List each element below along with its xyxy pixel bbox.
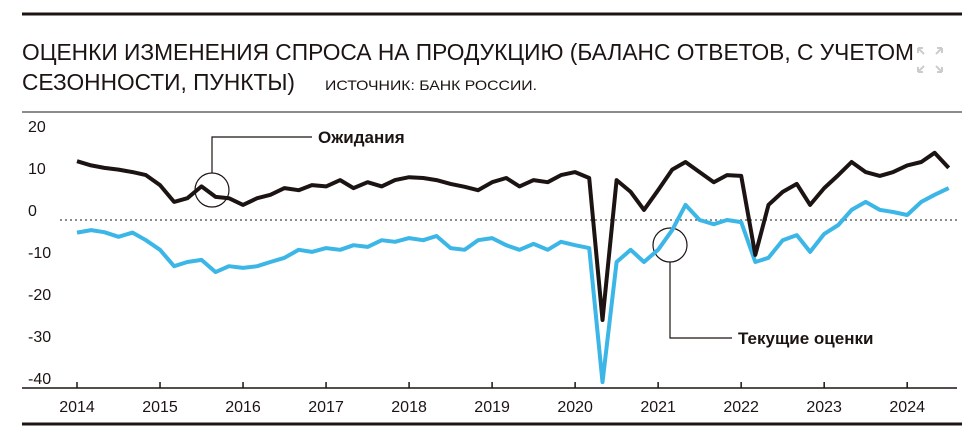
x-tick-label: 2016: [225, 399, 261, 416]
y-tick-label: 0: [28, 203, 37, 220]
annotation: [194, 136, 732, 339]
y-tick-label: -20: [28, 287, 51, 304]
source: ИСТОЧНИК: БАНК РОССИИ.: [325, 77, 537, 93]
x-tick-label: 2018: [391, 399, 427, 416]
x-tick-label: 2017: [308, 399, 344, 416]
x-tick-label: 2024: [889, 399, 925, 416]
x-tick-label: 2019: [474, 399, 510, 416]
expand-icon[interactable]: [917, 47, 943, 73]
chart-title: ОЦЕНКИ ИЗМЕНЕНИЯ СПРОСА НА ПРОДУКЦИЮ (БА…: [22, 39, 914, 65]
x-tick-label: 2020: [557, 399, 593, 416]
y-tick-label: 20: [28, 119, 46, 136]
y-tick-label: -10: [28, 245, 51, 262]
chart-title: СЕЗОННОСТИ, ПУНКТЫ): [22, 69, 295, 95]
x-tick-label: 2021: [640, 399, 676, 416]
y-tick-label: -40: [28, 371, 51, 388]
series-line: [76, 186, 950, 385]
x-tick-label: 2015: [142, 399, 178, 416]
y-tick-label: -30: [28, 329, 51, 346]
series-label: Ожидания: [318, 128, 405, 147]
x-tick-label: 2014: [59, 399, 95, 416]
series-line: [76, 150, 951, 322]
x-tick-label: 2023: [806, 399, 842, 416]
x-tick-label: 2022: [723, 399, 759, 416]
y-tick-label: 10: [28, 161, 46, 178]
series-label: Текущие оценки: [738, 329, 873, 348]
